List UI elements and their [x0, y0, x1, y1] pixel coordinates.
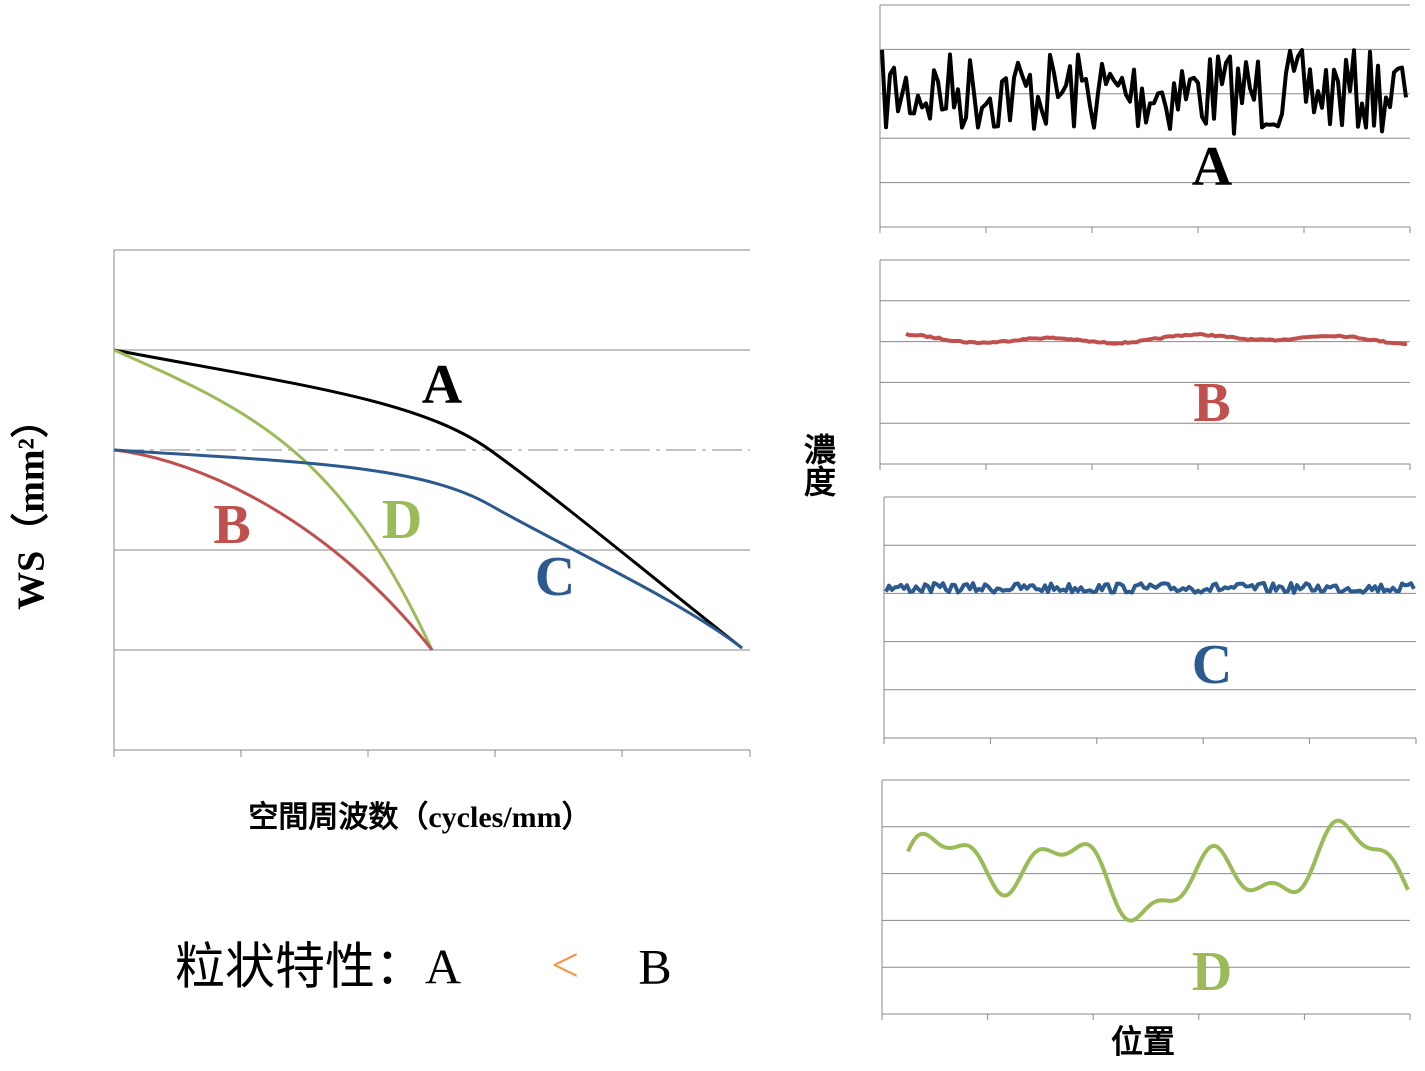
curve-c — [113, 448, 743, 650]
panel-label: B — [1193, 372, 1230, 434]
position-label: 位置 — [1111, 1023, 1175, 1059]
profile-trace — [884, 581, 1416, 595]
curve-label: A — [422, 354, 463, 416]
curve-label: D — [382, 489, 422, 551]
curve-b — [113, 448, 434, 651]
curve-d — [113, 348, 434, 651]
panel-label: A — [1192, 136, 1233, 198]
ws-chart: A B C D WS（mm²） 空間周波数（cycles/mm） — [11, 249, 751, 834]
caption-left: 粒状特性：A — [175, 938, 461, 994]
curve-a — [113, 348, 743, 650]
panel-label: D — [1192, 941, 1232, 1003]
x-axis-title: 空間周波数（cycles/mm） — [248, 800, 591, 834]
profile-trace — [880, 48, 1408, 136]
profile-panels: A B C D — [879, 4, 1417, 1020]
caption-right: B — [638, 938, 671, 994]
curve-label: B — [213, 494, 250, 556]
panel-label: C — [1192, 634, 1232, 696]
profile-trace — [906, 818, 1410, 923]
density-label: 濃度 — [800, 433, 836, 498]
profile-trace — [905, 331, 1408, 347]
x-ticks — [240, 750, 751, 757]
y-axis-title: WS（mm²） — [11, 400, 53, 610]
curve-label: C — [535, 546, 575, 608]
caption-operator: < — [551, 936, 579, 992]
